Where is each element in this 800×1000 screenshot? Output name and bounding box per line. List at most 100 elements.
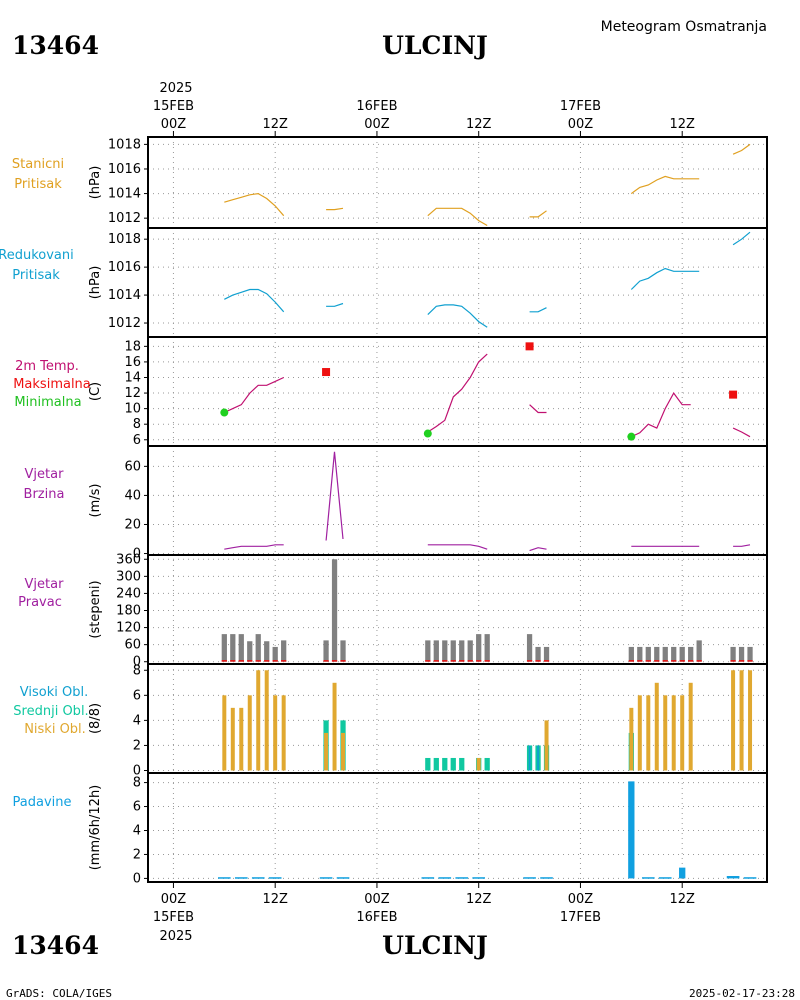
label-reduced-pressure: Redukovani Pritisak: [0, 248, 74, 283]
time-tick-label-bottom: 00Z: [568, 892, 594, 907]
series-line: [326, 207, 344, 211]
precip-bar: [523, 877, 536, 879]
label-precipitation: Padavine: [13, 795, 72, 810]
winddir-bar: [433, 640, 439, 662]
series-line: [733, 544, 751, 547]
precip-bar: [234, 877, 248, 879]
y-axis-unit: (hPa): [88, 266, 103, 300]
winddir-bar: [425, 640, 431, 662]
precip-bar: [658, 877, 672, 879]
precip-bar: [743, 877, 757, 879]
panel-wind-speed: 0 20 40 60 (m/s): [88, 445, 768, 562]
cloud-mid-bar: [425, 757, 431, 771]
y-tick-label: 0: [133, 871, 141, 886]
winddir-bar: [450, 640, 456, 662]
winddir-bar: [264, 641, 270, 662]
series-line: [529, 307, 547, 313]
y-tick-label: 4: [133, 713, 141, 728]
cloud-low-bar: [230, 707, 235, 771]
series-line: [427, 304, 488, 328]
y-tick-label: 0: [133, 547, 141, 562]
y-tick-label: 16: [124, 355, 141, 370]
cloud-low-bar: [646, 695, 651, 771]
y-tick-label: 180: [116, 603, 141, 618]
tmax-marker: [525, 342, 534, 351]
y-axis-unit: (hPa): [88, 166, 103, 200]
label-line-3: Minimalna: [14, 395, 81, 410]
panel-frame: [147, 136, 768, 229]
panel-clouds: 0 2 4 6 8 (8/8): [88, 663, 768, 778]
winddir-bar: [738, 646, 745, 662]
date-label-top: 17FEB: [560, 99, 601, 114]
cloud-low-bar: [671, 695, 676, 771]
time-tick-label-top: 00Z: [364, 117, 390, 132]
time-tick-label-bottom: 00Z: [364, 892, 390, 907]
y-tick-label: 240: [116, 586, 141, 601]
series-line: [224, 544, 284, 550]
series-line: [325, 451, 344, 541]
cloud-low-bar: [273, 695, 278, 771]
winddir-bar: [221, 634, 227, 662]
cloud-low-bar: [264, 670, 269, 771]
y-tick-label: 40: [124, 488, 141, 503]
series-line: [732, 143, 751, 155]
winddir-bar: [340, 640, 346, 662]
winddir-bar: [467, 640, 473, 662]
y-tick-label: 1016: [108, 162, 141, 177]
station-id-bottom: 13464: [12, 931, 99, 960]
tmin-marker: [423, 429, 432, 438]
cloud-low-bar: [680, 695, 685, 771]
footer-timestamp: 2025-02-17-23:28: [689, 987, 795, 1000]
label-line-3: Niski Obl.: [24, 722, 86, 737]
label-line-1: 2m Temp.: [15, 359, 79, 374]
y-axis-unit: (stepeni): [88, 580, 103, 638]
winddir-bar: [281, 640, 287, 662]
winddir-bar: [230, 634, 236, 662]
winddir-bar: [442, 640, 448, 662]
label-clouds: Visoki Obl. Srednji Obl. Niski Obl.: [13, 685, 88, 737]
winddir-bar: [688, 646, 694, 662]
cloud-low-bar: [222, 695, 227, 771]
time-tick-label-bottom: 12Z: [262, 892, 288, 907]
y-axis-unit: (8/8): [88, 703, 103, 734]
y-tick-label: 1012: [108, 316, 141, 331]
time-tick-label-bottom: 12Z: [669, 892, 695, 907]
series-line: [630, 175, 700, 195]
time-tick-label-top: 00Z: [568, 117, 594, 132]
tmin-marker: [627, 432, 636, 441]
station-name-top: ULCINJ: [382, 31, 488, 60]
winddir-bar: [747, 646, 753, 662]
label-line-1: Redukovani: [0, 248, 74, 263]
panel-reduced-pressure: 1012 1014 1016 1018 (hPa): [88, 227, 768, 338]
precip-bar: [679, 867, 686, 879]
label-line-2: Brzina: [24, 487, 65, 502]
y-tick-label: 20: [124, 517, 141, 532]
y-axis-unit: (mm/6h/12h): [88, 785, 103, 871]
label-line-1: Stanicni: [12, 157, 64, 172]
cloud-low-bar: [654, 682, 659, 771]
cloud-low-bar: [324, 732, 329, 771]
y-tick-label: 14: [124, 370, 141, 385]
winddir-bar: [543, 646, 550, 662]
series-line: [326, 302, 344, 307]
y-tick-label: 8: [133, 417, 141, 432]
panel-frame: [147, 336, 768, 447]
cloud-low-bar: [476, 757, 481, 771]
y-tick-label: 18: [124, 339, 141, 354]
cloud-low-bar: [663, 695, 668, 771]
series-line: [224, 288, 285, 313]
winddir-bar: [484, 634, 490, 662]
y-tick-label: 2: [133, 847, 141, 862]
date-label-bottom: 16FEB: [356, 910, 397, 925]
series-line: [427, 544, 488, 550]
y-tick-label: 8: [133, 776, 141, 791]
series-line: [630, 267, 700, 290]
winddir-bar: [679, 646, 685, 662]
label-line-2: Maksimalna: [13, 377, 91, 392]
winddir-bar: [535, 646, 541, 662]
cloud-low-bar: [239, 707, 244, 771]
y-tick-label: 360: [116, 552, 141, 567]
cloud-mid-bar: [459, 757, 465, 771]
cloud-mid-bar: [433, 757, 439, 771]
y-tick-label: 6: [133, 800, 141, 815]
